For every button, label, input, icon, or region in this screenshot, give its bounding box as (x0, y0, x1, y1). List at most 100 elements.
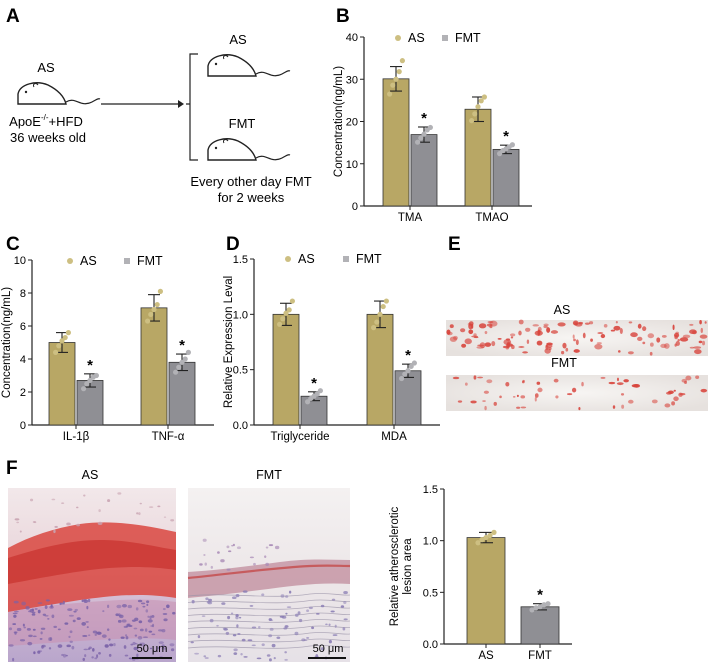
y-tick-label: 4 (20, 354, 26, 366)
stain-spot (483, 390, 489, 394)
stain-spot (151, 615, 155, 618)
stain-spot (285, 612, 288, 615)
stain-spot (306, 636, 310, 639)
stain-spot (14, 518, 20, 521)
stain-spot (39, 638, 43, 640)
aorta-top-label: AS (554, 303, 571, 317)
scale-label-right: 50 μm (313, 643, 344, 655)
stain-spot (253, 562, 256, 566)
stain-spot (242, 590, 248, 593)
stain-spot (148, 630, 153, 633)
legend-marker-fmt (124, 258, 130, 264)
panel-label-c: C (6, 234, 20, 255)
data-point (87, 377, 93, 384)
stain-spot (231, 544, 234, 547)
bar-as (466, 537, 506, 645)
stain-spot (67, 608, 73, 612)
stain-spot (108, 638, 111, 641)
stain-spot (578, 321, 583, 325)
stain-spot (217, 654, 222, 658)
data-point (289, 298, 295, 304)
stain-spot (227, 550, 232, 553)
stain-spot (274, 545, 280, 550)
scale-label-left: 50 μm (137, 643, 168, 655)
data-point (396, 69, 402, 75)
stain-spot (268, 634, 273, 638)
y-tick-label: 20 (346, 117, 358, 129)
stain-spot (265, 562, 270, 567)
stain-spot (92, 630, 98, 634)
stain-spot (204, 656, 209, 659)
stain-spot (202, 538, 207, 542)
stain-spot (32, 628, 36, 631)
stain-spot (484, 405, 487, 411)
stain-spot (48, 647, 52, 650)
significance-marker: * (405, 347, 411, 364)
stain-spot (133, 646, 139, 651)
data-point (179, 359, 185, 365)
stain-spot (124, 654, 129, 657)
stain-spot (603, 323, 608, 328)
stain-spot (8, 644, 14, 647)
y-tick-label: 0.0 (423, 639, 438, 651)
stain-spot (565, 347, 569, 352)
stain-spot (330, 610, 335, 613)
stain-spot (82, 599, 87, 602)
stain-spot (516, 406, 521, 409)
stain-spot (82, 635, 88, 637)
x-tick-label: IL-1β (63, 431, 90, 443)
stain-spot (169, 643, 175, 647)
bar-as (48, 342, 76, 426)
y-tick-label: 0.0 (233, 420, 248, 432)
data-point (286, 307, 292, 313)
stain-spot (32, 521, 36, 523)
stain-spot (34, 607, 38, 611)
schematic-left-group: AS (37, 60, 55, 75)
mouse-icon (207, 54, 291, 77)
stain-spot (268, 658, 272, 662)
stain-spot (14, 610, 19, 613)
stain-spot (130, 643, 134, 646)
stain-spot (81, 621, 87, 626)
stain-spot (45, 599, 50, 602)
stain-spot (649, 351, 653, 356)
stain-spot (694, 349, 702, 355)
legend: AS FMT (285, 252, 382, 266)
data-point (399, 375, 405, 382)
stain-spot (249, 556, 254, 559)
stain-spot (172, 611, 176, 615)
stain-spot (61, 502, 65, 504)
stain-spot (562, 342, 567, 349)
stain-spot (268, 544, 274, 547)
data-point (374, 319, 380, 325)
histology-nuclei-as (8, 492, 176, 662)
stain-spot (223, 627, 228, 631)
stain-spot (288, 590, 292, 594)
fiber-line (187, 606, 351, 610)
stain-spot (201, 615, 206, 617)
stain-spot (113, 643, 116, 647)
stain-spot (197, 634, 201, 639)
stain-spot (48, 637, 52, 641)
data-point (62, 334, 68, 341)
x-tick-label: FMT (528, 650, 552, 662)
stain-spot (479, 342, 486, 349)
x-tick-label: AS (478, 650, 494, 662)
stain-spot (158, 629, 163, 632)
y-tick-label: 1.5 (423, 484, 438, 496)
stain-spot (464, 382, 468, 386)
stain-spot (26, 628, 31, 631)
stain-spot (170, 648, 175, 652)
stain-spot (243, 655, 248, 658)
stain-spot (473, 375, 477, 380)
bar-fmt (394, 370, 422, 426)
stain-spot (637, 336, 643, 342)
stain-spot (31, 608, 35, 612)
stain-spot (134, 634, 138, 637)
data-point (280, 316, 286, 322)
stain-spot (608, 381, 616, 385)
data-point (405, 368, 411, 374)
stain-spot (698, 340, 703, 344)
stain-spot (343, 590, 348, 595)
stain-spot (138, 620, 143, 624)
